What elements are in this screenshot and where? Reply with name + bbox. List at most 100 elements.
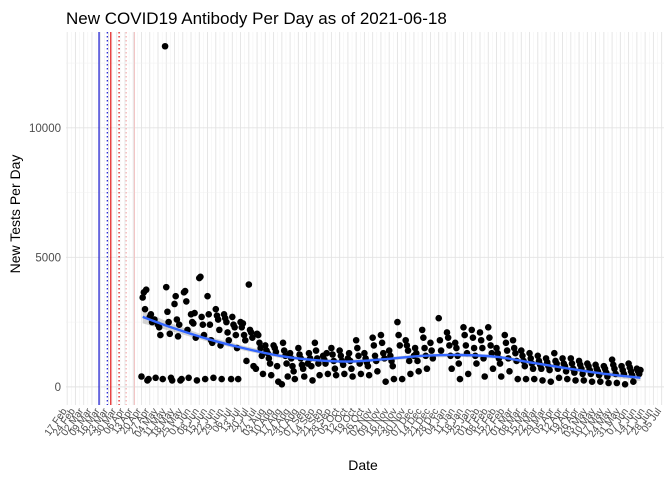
data-point [295, 345, 302, 352]
data-point [366, 372, 373, 379]
data-point [194, 377, 201, 384]
data-point [268, 372, 275, 379]
data-point [313, 347, 320, 354]
data-point [212, 306, 219, 313]
data-point [200, 321, 207, 328]
data-point [614, 380, 621, 387]
data-point [323, 350, 330, 357]
data-point [428, 347, 435, 354]
data-point [523, 376, 530, 383]
data-point [637, 367, 644, 374]
data-point [197, 273, 204, 280]
chart-title: New COVID19 Antibody Per Day as of 2021-… [66, 9, 447, 28]
data-point [539, 377, 546, 384]
data-point [218, 376, 225, 383]
data-point [292, 376, 299, 383]
data-point [530, 365, 537, 372]
data-point [231, 324, 238, 331]
data-point [415, 368, 422, 375]
data-point [346, 350, 353, 357]
data-point [379, 340, 386, 347]
y-tick-label: 0 [55, 382, 61, 394]
data-point [405, 347, 412, 354]
x-axis-title: Date [348, 457, 378, 473]
data-point [240, 320, 247, 327]
data-point [564, 376, 571, 383]
data-point [308, 363, 315, 370]
data-point [497, 360, 504, 367]
data-point [487, 342, 494, 349]
data-point [185, 375, 192, 382]
data-point [504, 347, 511, 354]
data-point [498, 373, 505, 380]
data-point [391, 376, 398, 383]
data-point [479, 345, 486, 352]
data-point [171, 301, 178, 308]
data-point [329, 351, 336, 358]
data-point [246, 281, 253, 288]
data-point [365, 363, 372, 370]
data-point [191, 310, 198, 317]
data-point [349, 373, 356, 380]
data-point [225, 337, 232, 344]
data-point [455, 360, 462, 367]
data-point [414, 358, 421, 365]
data-point [465, 371, 472, 378]
data-point [260, 371, 267, 378]
data-point [468, 327, 475, 334]
data-point [274, 363, 281, 370]
data-point [453, 345, 460, 352]
data-point [572, 377, 579, 384]
data-point [424, 365, 431, 372]
data-point [242, 337, 249, 344]
data-point [580, 377, 587, 384]
data-point [169, 377, 176, 384]
data-point [279, 381, 286, 388]
data-point [301, 373, 308, 380]
data-point [300, 365, 307, 372]
data-point [481, 373, 488, 380]
data-point [198, 314, 205, 321]
data-point [152, 375, 159, 382]
data-point [597, 378, 604, 385]
data-point [223, 319, 230, 326]
data-point [438, 347, 445, 354]
data-point [290, 368, 297, 375]
data-point [463, 342, 470, 349]
data-point [175, 333, 182, 340]
data-point [235, 376, 242, 383]
data-point [622, 381, 629, 388]
data-point [224, 329, 231, 336]
data-point [503, 340, 510, 347]
data-point [182, 288, 189, 295]
data-point [183, 298, 190, 305]
data-point [202, 376, 209, 383]
data-point [216, 327, 223, 334]
grid [66, 32, 664, 405]
data-point [399, 376, 406, 383]
data-point [255, 332, 262, 339]
data-point [371, 342, 378, 349]
data-point [267, 360, 274, 367]
data-point [395, 332, 402, 339]
data-point [283, 360, 290, 367]
data-point [243, 358, 250, 365]
data-point [325, 371, 332, 378]
data-point [207, 321, 214, 328]
data-point [445, 334, 452, 341]
data-point [501, 332, 508, 339]
data-point [605, 380, 612, 387]
data-point [514, 376, 521, 383]
data-point [157, 332, 164, 339]
data-point [229, 314, 236, 321]
data-point [353, 337, 360, 344]
data-point [284, 373, 291, 380]
y-axis-title: New Tests Per Day [7, 155, 23, 274]
data-point [176, 321, 183, 328]
data-point [145, 376, 152, 383]
data-point [460, 324, 467, 331]
data-point [531, 376, 538, 383]
data-point [138, 373, 145, 380]
data-point [332, 365, 339, 372]
